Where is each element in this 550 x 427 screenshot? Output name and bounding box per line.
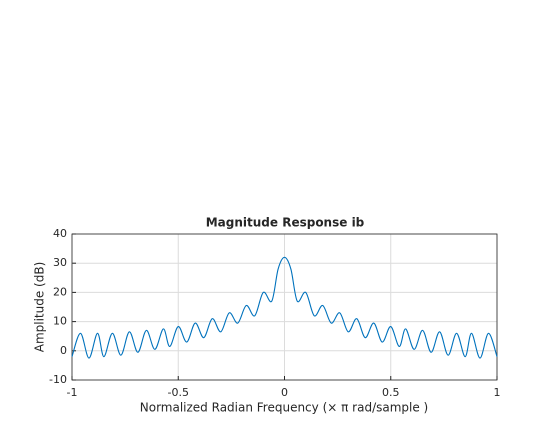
x-tick-label: -0.5 (168, 386, 189, 399)
x-axis-label: Normalized Radian Frequency (× π rad/sam… (140, 401, 429, 415)
x-tick-label: 0 (281, 386, 288, 399)
y-tick-label: 10 (53, 315, 67, 328)
x-tick-label: -1 (67, 386, 78, 399)
x-tick-label: 1 (494, 386, 501, 399)
chart-title: Magnitude Response ib (206, 216, 365, 230)
y-tick-label: -10 (49, 373, 67, 386)
line-series (71, 256, 498, 359)
y-tick-label: 30 (53, 256, 67, 269)
plot-frame (71, 233, 498, 381)
y-tick-label: 40 (53, 227, 67, 240)
x-tick-label: 0.5 (382, 386, 400, 399)
y-tick-label: 20 (53, 285, 67, 298)
y-axis-label: Amplitude (dB) (33, 262, 47, 353)
y-tick-label: 0 (60, 344, 67, 357)
